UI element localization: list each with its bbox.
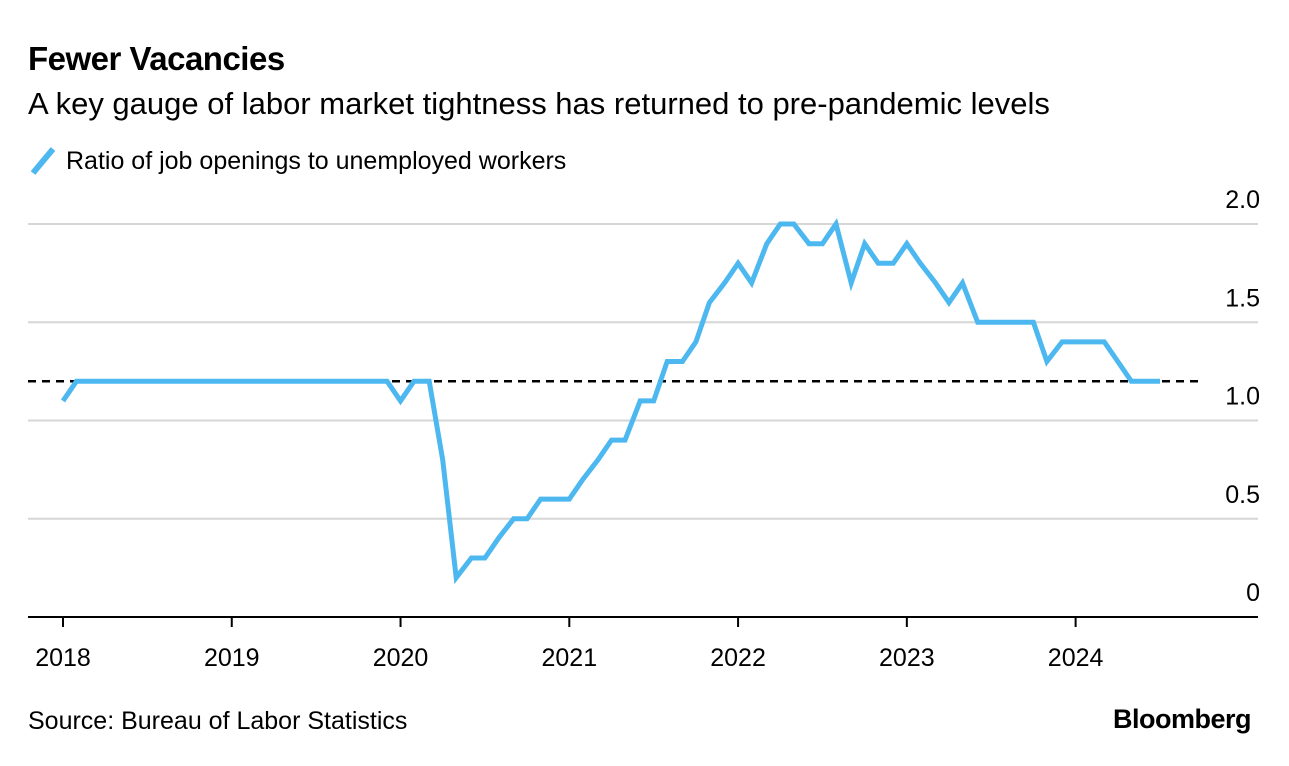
- y-tick-label: 2.0: [1225, 186, 1260, 214]
- y-tick-label: 0.5: [1225, 481, 1260, 509]
- source-note: Source: Bureau of Labor Statistics: [28, 707, 408, 735]
- bloomberg-logo: Bloomberg: [1112, 704, 1252, 734]
- chart-subtitle: A key gauge of labor market tightness ha…: [28, 86, 1050, 121]
- legend-label: Ratio of job openings to unemployed work…: [66, 146, 567, 175]
- legend-swatch-icon: [30, 147, 56, 175]
- x-tick-label: 2022: [710, 644, 766, 672]
- y-tick-label: 1.5: [1225, 284, 1260, 312]
- x-tick-label: 2018: [35, 644, 91, 672]
- x-tick-label: 2024: [1048, 644, 1104, 672]
- x-tick-label: 2020: [373, 644, 429, 672]
- y-axis-ticks: 0 0.5 1.0 1.5 2.0: [1225, 186, 1260, 607]
- y-tick-label: 1.0: [1225, 383, 1260, 411]
- gridlines: [28, 223, 1258, 520]
- x-tick-label: 2019: [204, 644, 260, 672]
- series-line-job-openings-ratio: [60, 218, 1160, 585]
- x-tick-label: 2023: [879, 644, 935, 672]
- y-tick-label: 0: [1246, 579, 1260, 607]
- x-tick-label: 2021: [541, 644, 597, 672]
- chart-title: Fewer Vacancies: [28, 40, 285, 77]
- x-axis-ticks: 2018 2019 2020 2021 2022 2023 2024: [35, 617, 1104, 672]
- legend: Ratio of job openings to unemployed work…: [30, 146, 566, 176]
